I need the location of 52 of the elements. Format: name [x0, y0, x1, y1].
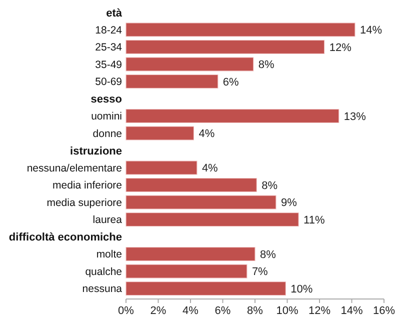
data-label: 14%	[360, 24, 382, 37]
x-tick-label: 10%	[276, 305, 298, 317]
x-tick-label: 6%	[214, 305, 231, 317]
data-label: 11%	[304, 214, 325, 226]
x-tick-label: 16%	[372, 305, 396, 317]
bar	[126, 195, 276, 210]
y-tick-label: nessuna	[82, 283, 122, 296]
bar	[126, 247, 256, 262]
bar	[126, 282, 286, 296]
x-tick-label: 14%	[340, 305, 363, 317]
y-tick-label: media superiore	[46, 196, 122, 209]
y-tick-label: età	[106, 7, 123, 20]
x-tick-label: 12%	[308, 305, 331, 317]
y-tick-label: 18-24	[95, 24, 122, 36]
x-tick-label: 8%	[247, 305, 264, 317]
y-tick-label: nessuna/elementare	[26, 162, 122, 174]
bar	[126, 160, 198, 175]
data-label: 4%	[202, 162, 218, 175]
bar	[126, 57, 254, 72]
y-tick-label: istruzione	[70, 145, 122, 158]
y-tick-label: difficoltà economiche	[8, 232, 122, 244]
data-label: 12%	[329, 42, 352, 54]
y-tick-label: sesso	[90, 94, 122, 106]
y-tick-label: 50-69	[95, 76, 122, 88]
y-tick-label: media inferiore	[52, 180, 122, 192]
y-tick-label: qualche	[85, 266, 122, 278]
bar	[126, 178, 257, 192]
x-tick-label: 0%	[118, 305, 134, 317]
x-tick-label: 2%	[150, 305, 166, 317]
bar	[126, 212, 299, 227]
bar	[126, 108, 340, 124]
x-tick-label: 4%	[182, 305, 199, 317]
bar	[126, 264, 248, 278]
data-label: 13%	[344, 110, 366, 123]
data-label: 8%	[258, 59, 275, 72]
y-tick-label: molte	[96, 248, 122, 261]
bar	[126, 74, 218, 89]
y-tick-label: 25-34	[95, 42, 122, 54]
data-label: 10%	[290, 283, 313, 296]
y-tick-label: donne	[92, 128, 122, 140]
data-label: 7%	[252, 266, 268, 278]
data-label: 8%	[262, 180, 278, 192]
data-label: 6%	[222, 76, 240, 88]
data-label: 8%	[260, 248, 276, 261]
y-tick-label: laurea	[92, 214, 122, 226]
bar	[126, 22, 356, 37]
y-tick-label: 35-49	[95, 58, 122, 71]
bar	[126, 40, 325, 54]
y-tick-label: uomini	[91, 110, 122, 123]
data-label: 9%	[280, 197, 298, 210]
bar	[126, 126, 194, 140]
data-label: 4%	[198, 128, 215, 140]
